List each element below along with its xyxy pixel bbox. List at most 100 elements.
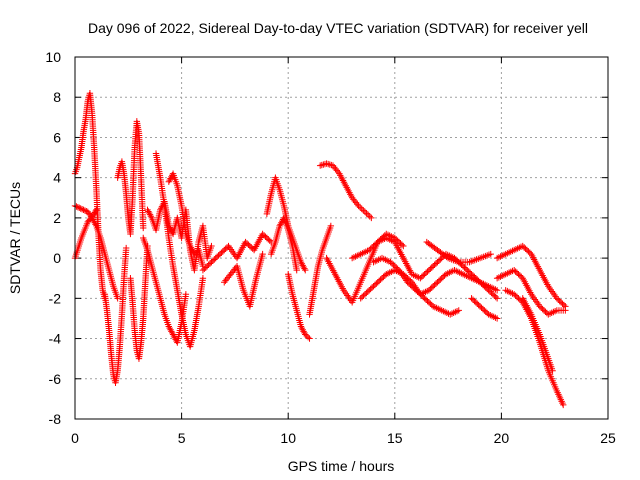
- y-tick-label: 4: [53, 170, 61, 186]
- data-point: [536, 303, 543, 310]
- data-point: [356, 204, 364, 211]
- series-arc-09: [152, 150, 207, 350]
- data-point: [332, 165, 339, 173]
- series-arc-11: [199, 230, 275, 274]
- data-point: [222, 277, 229, 284]
- data-point: [431, 261, 438, 269]
- data-point: [227, 271, 234, 278]
- data-point: [354, 201, 361, 208]
- data-point: [368, 214, 375, 222]
- data-point: [231, 266, 238, 273]
- data-point: [424, 297, 431, 305]
- data-point: [222, 245, 229, 252]
- data-point: [262, 233, 269, 240]
- data-point: [512, 268, 519, 275]
- data-point: [298, 324, 306, 332]
- x-tick-label: 20: [494, 430, 510, 446]
- data-point: [206, 260, 214, 267]
- data-point: [417, 275, 424, 282]
- data-point: [192, 249, 200, 256]
- data-point: [166, 176, 173, 184]
- data-point: [303, 332, 310, 340]
- data-point: [208, 242, 215, 250]
- chart-title: Day 096 of 2022, Sidereal Day-to-day VTE…: [88, 20, 588, 36]
- data-point: [425, 299, 433, 306]
- data-point: [182, 291, 190, 298]
- data-point: [420, 293, 427, 301]
- x-tick-label: 15: [387, 430, 403, 446]
- data-point: [516, 272, 524, 279]
- data-point: [91, 219, 98, 226]
- data-point: [144, 206, 151, 214]
- data-point: [243, 240, 251, 247]
- data-point: [266, 237, 273, 244]
- data-point: [390, 261, 397, 269]
- data-points: [71, 90, 569, 409]
- data-point: [428, 264, 435, 271]
- data-point: [400, 242, 407, 250]
- data-point: [483, 285, 491, 293]
- data-point: [435, 277, 443, 285]
- data-point: [333, 167, 341, 174]
- data-point: [373, 280, 380, 287]
- data-point: [387, 258, 394, 266]
- data-point: [203, 262, 211, 270]
- data-point: [355, 202, 362, 210]
- data-point: [78, 205, 86, 213]
- x-tick-label: 0: [71, 430, 79, 446]
- data-point: [114, 295, 121, 302]
- data-point: [358, 205, 365, 213]
- data-point: [348, 194, 356, 201]
- data-point: [265, 236, 272, 243]
- y-tick-label: 2: [53, 210, 61, 226]
- data-point: [300, 328, 307, 335]
- y-tick-label: -4: [49, 331, 62, 347]
- series-arc-06: [127, 242, 151, 362]
- data-point: [219, 248, 227, 255]
- data-point: [364, 288, 371, 295]
- data-point: [246, 242, 254, 250]
- data-point: [199, 275, 207, 282]
- data-point: [479, 281, 487, 289]
- data-point: [371, 281, 379, 289]
- data-point: [169, 331, 177, 338]
- data-point: [424, 268, 431, 275]
- series-arc-17: [316, 160, 375, 222]
- y-tick-label: 0: [53, 250, 61, 266]
- data-point: [481, 283, 488, 290]
- data-point: [297, 258, 305, 266]
- data-point: [425, 287, 433, 294]
- data-point: [559, 300, 566, 307]
- data-point: [388, 260, 396, 267]
- data-point: [555, 296, 562, 303]
- data-point: [360, 207, 367, 214]
- data-point: [422, 269, 430, 277]
- data-point: [331, 164, 338, 171]
- data-point: [300, 263, 307, 271]
- series-arc-21: [370, 254, 462, 318]
- data-point: [493, 287, 501, 294]
- x-axis-label: GPS time / hours: [288, 458, 395, 474]
- data-point: [352, 199, 360, 206]
- data-point: [374, 279, 381, 286]
- series-arc-16: [306, 222, 335, 318]
- data-point: [212, 254, 219, 262]
- data-point: [263, 234, 271, 242]
- series-arc-26: [502, 287, 567, 409]
- data-point: [165, 323, 173, 330]
- data-point: [299, 262, 306, 269]
- series-arc-23: [468, 295, 501, 322]
- data-point: [361, 291, 369, 298]
- data-point: [437, 276, 444, 283]
- data-point: [472, 299, 480, 306]
- data-point: [209, 257, 217, 264]
- data-point: [366, 213, 373, 220]
- data-point: [513, 269, 521, 277]
- data-point: [414, 288, 421, 295]
- y-tick-label: 8: [53, 89, 61, 105]
- data-point: [215, 252, 222, 259]
- data-point: [513, 293, 521, 301]
- data-point: [293, 266, 300, 274]
- data-point: [434, 258, 441, 266]
- data-point: [421, 295, 428, 302]
